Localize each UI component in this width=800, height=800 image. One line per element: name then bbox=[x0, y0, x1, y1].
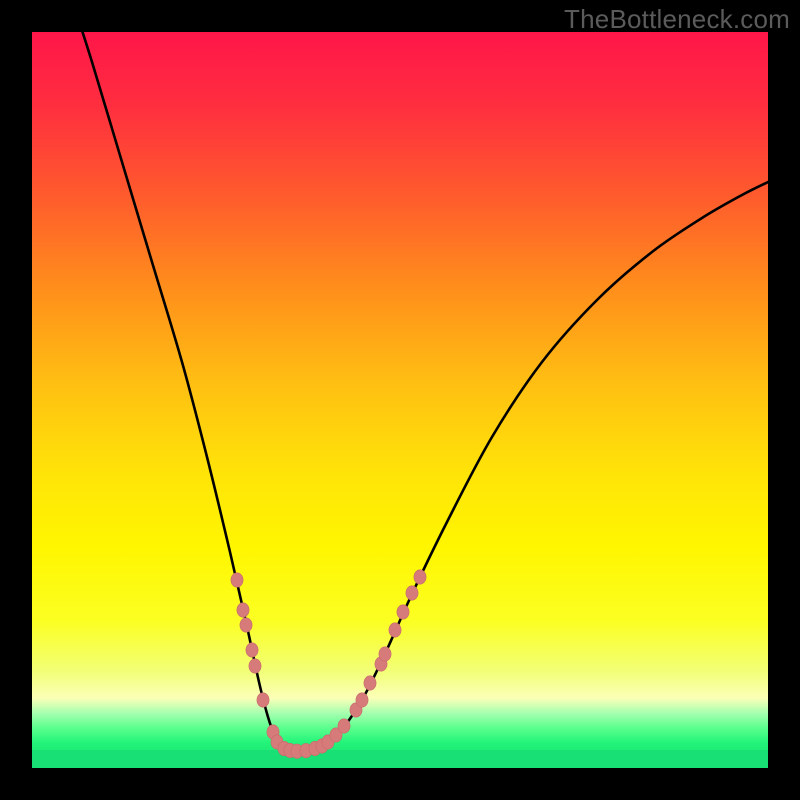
data-marker bbox=[237, 603, 249, 617]
data-marker bbox=[406, 586, 418, 600]
minimum-band bbox=[32, 750, 768, 768]
data-marker bbox=[246, 643, 258, 657]
gradient-background bbox=[32, 32, 768, 768]
data-marker bbox=[364, 676, 376, 690]
data-marker bbox=[240, 618, 252, 632]
data-marker bbox=[414, 570, 426, 584]
data-marker bbox=[379, 647, 391, 661]
bottleneck-chart bbox=[32, 32, 768, 768]
data-marker bbox=[257, 693, 269, 707]
data-marker bbox=[249, 659, 261, 673]
data-marker bbox=[356, 693, 368, 707]
data-marker bbox=[231, 573, 243, 587]
data-marker bbox=[389, 623, 401, 637]
outer-frame: TheBottleneck.com bbox=[0, 0, 800, 800]
data-marker bbox=[338, 719, 350, 733]
watermark-text: TheBottleneck.com bbox=[564, 4, 790, 35]
data-marker bbox=[397, 605, 409, 619]
plot-area bbox=[32, 32, 768, 768]
